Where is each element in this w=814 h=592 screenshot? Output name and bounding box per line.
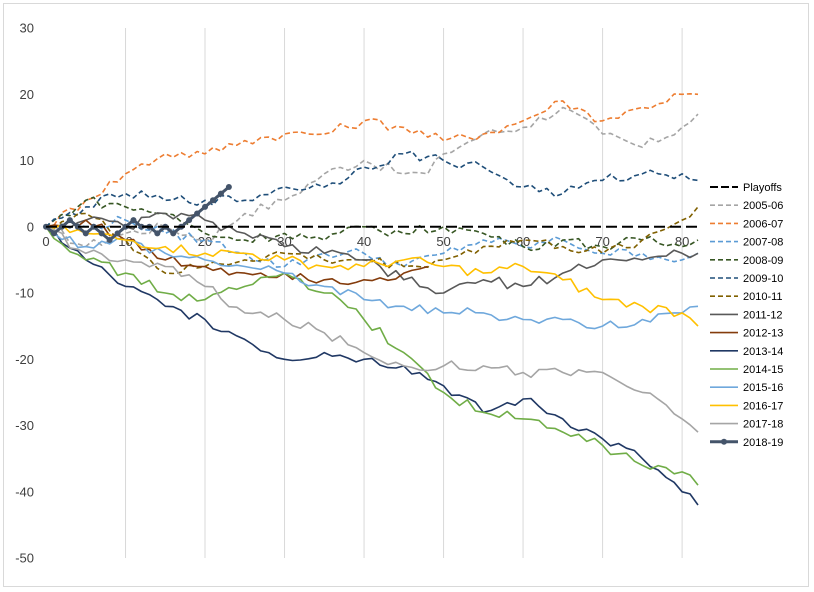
legend-label: 2007-08 <box>743 237 783 249</box>
series-line-2013-14 <box>45 226 699 506</box>
y-tick-label: -40 <box>15 484 34 499</box>
series-point-2018-19 <box>66 217 73 224</box>
x-tick-label: 0 <box>42 234 49 249</box>
legend-entry-2007-08: 2007-08 <box>710 237 783 249</box>
legend-entry-2011-12: 2011-12 <box>710 309 783 321</box>
legend-label: 2009-10 <box>743 273 783 285</box>
series-point-2018-19 <box>74 223 81 230</box>
legend-label: 2015-16 <box>743 382 783 394</box>
chart-frame <box>3 3 809 587</box>
series-point-2018-19 <box>114 230 121 237</box>
series-line-2017-18 <box>45 226 699 433</box>
series-line-2009-10 <box>45 150 699 228</box>
series-point-2018-19 <box>209 197 216 204</box>
legend-label: 2010-11 <box>743 291 783 303</box>
series-point-2018-19 <box>202 203 209 210</box>
legend-entry-2013-14: 2013-14 <box>710 346 783 358</box>
series-line-2006-07 <box>45 93 699 228</box>
legend-label: 2013-14 <box>743 346 783 358</box>
series-line-2007-08 <box>45 215 699 268</box>
legend-label: 2017-18 <box>743 419 783 431</box>
series-point-2018-19 <box>130 217 137 224</box>
legend-entry-2012-13: 2012-13 <box>710 328 783 340</box>
legend-label: 2012-13 <box>743 328 783 340</box>
legend-entry-2014-15: 2014-15 <box>710 364 783 376</box>
y-tick-label: -50 <box>15 551 34 566</box>
legend-entry-2015-16: 2015-16 <box>710 382 783 394</box>
series-line-2010-11 <box>45 206 699 275</box>
legend-entry-2005-06: 2005-06 <box>710 200 783 212</box>
series-point-2018-19 <box>122 223 129 230</box>
gridlines <box>125 28 683 558</box>
series-point-2018-19 <box>50 230 57 237</box>
series-point-2018-19 <box>106 237 113 243</box>
x-tick-label: 80 <box>675 234 689 249</box>
series-point-2018-19 <box>82 230 89 237</box>
series-point-2018-19 <box>90 223 97 230</box>
legend-label: 2014-15 <box>743 364 783 376</box>
series-point-2018-19 <box>186 217 193 224</box>
series-line-2015-16 <box>45 226 699 330</box>
legend-label: 2011-12 <box>743 309 783 321</box>
series-lines <box>43 93 699 506</box>
x-tick-label: 40 <box>357 234 371 249</box>
y-tick-label: 0 <box>27 219 34 234</box>
legend-entry-2010-11: 2010-11 <box>710 291 783 303</box>
legend-label: 2016-17 <box>743 400 783 412</box>
y-tick-label: -20 <box>15 352 34 367</box>
series-line-2005-06 <box>45 106 699 248</box>
x-tick-label: 60 <box>516 234 530 249</box>
series-point-2018-19 <box>154 230 161 237</box>
y-tick-label: -10 <box>15 286 34 301</box>
series-point-2018-19 <box>58 223 65 230</box>
series-line-2016-17 <box>45 223 699 327</box>
series-point-2018-19 <box>170 230 177 237</box>
y-tick-label: 10 <box>20 153 34 168</box>
legend-label: 2006-07 <box>743 218 783 230</box>
series-point-2018-19 <box>225 184 232 190</box>
legend-label: Playoffs <box>743 182 782 194</box>
legend: Playoffs 2005-06 2006-07 2007-08 2008-09 2009… <box>710 182 783 449</box>
legend-entry-2016-17: 2016-17 <box>710 400 783 412</box>
legend-entry-2017-18: 2017-18 <box>710 419 783 431</box>
x-tick-label: 70 <box>595 234 609 249</box>
legend-label: 2008-09 <box>743 255 783 267</box>
series-point-2018-19 <box>217 190 224 197</box>
legend-entry-2008-09: 2008-09 <box>710 255 783 267</box>
y-tick-label: -30 <box>15 418 34 433</box>
x-tick-label: 50 <box>436 234 450 249</box>
y-tick-label: 20 <box>20 87 34 102</box>
x-tick-label: 20 <box>198 234 212 249</box>
series-line-2012-13 <box>45 219 428 286</box>
legend-label: 2018-19 <box>743 437 783 449</box>
y-tick-label: 30 <box>20 21 34 36</box>
legend-label: 2005-06 <box>743 200 783 212</box>
series-point-2018-19 <box>194 210 201 217</box>
legend-entry-2006-07: 2006-07 <box>710 218 783 230</box>
legend-entry-playoffs: Playoffs <box>710 182 782 194</box>
y-axis-tick-labels: 30 20 10 0 -10 -20 -30 -40 -50 <box>15 21 34 566</box>
legend-entry-2018-19: 2018-19 <box>710 437 783 449</box>
legend-entry-2009-10: 2009-10 <box>710 273 783 285</box>
series-point-2018-19 <box>138 223 145 230</box>
series-line-2014-15 <box>45 226 699 486</box>
series-point-2018-19 <box>98 230 105 237</box>
legend-marker <box>721 438 727 445</box>
